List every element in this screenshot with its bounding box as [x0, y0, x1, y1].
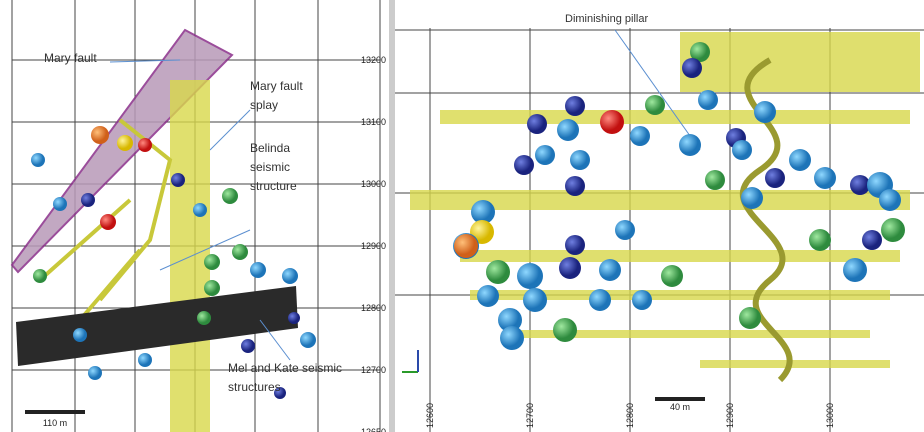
- scale-label: 110 m: [43, 418, 67, 428]
- leader: [209, 109, 251, 151]
- easting-label: 12800: [625, 403, 635, 428]
- annotation: splay: [250, 98, 278, 112]
- northing-label: 12650: [361, 427, 386, 432]
- mel-kate-structure: [16, 286, 298, 366]
- scale-bar: [655, 397, 705, 401]
- annotation: seismic: [250, 160, 290, 174]
- annotation: Mary fault: [250, 79, 303, 93]
- leader: [259, 319, 291, 361]
- easting-label: 12900: [725, 403, 735, 428]
- annotation: Diminishing pillar: [565, 13, 648, 25]
- leader: [109, 59, 181, 63]
- northing-label: 12700: [361, 365, 386, 375]
- left-panel: 110 m Mary fault Mary fault splay Belinda se…: [0, 0, 390, 432]
- northing-label: 12800: [361, 303, 386, 313]
- leader: [614, 29, 701, 151]
- mine-development: [170, 80, 210, 432]
- leader: [159, 229, 251, 271]
- scale-bar: [25, 410, 85, 414]
- easting-label: 12700: [525, 403, 535, 428]
- annotation: structure: [250, 179, 297, 193]
- northing-label: 13200: [361, 55, 386, 65]
- easting-label: 12600: [425, 403, 435, 428]
- easting-label: 13000: [825, 403, 835, 428]
- scale-label: 40 m: [670, 402, 690, 412]
- northing-label: 13100: [361, 117, 386, 127]
- annotation: structures: [228, 380, 281, 394]
- events: [31, 126, 316, 399]
- northing-label: 12900: [361, 241, 386, 251]
- northing-label: 13000: [361, 179, 386, 189]
- right-panel: 40 m Diminishing pillar 12600 12700 12800 1…: [395, 0, 924, 432]
- annotation: Mary fault: [44, 51, 97, 65]
- mine-development: [410, 32, 920, 368]
- annotation: Belinda: [250, 141, 290, 155]
- events: [453, 42, 905, 350]
- annotation: Mel and Kate seismic: [228, 361, 342, 375]
